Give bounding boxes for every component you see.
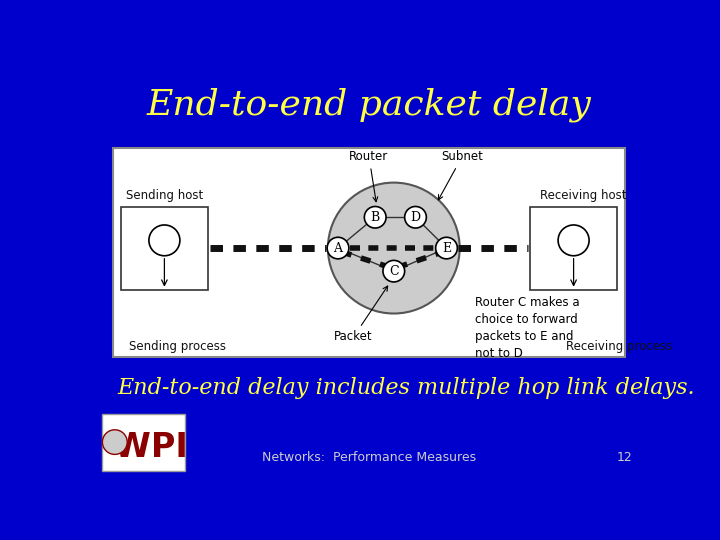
Circle shape (436, 237, 457, 259)
Text: Receiving host: Receiving host (539, 189, 626, 202)
Circle shape (364, 206, 386, 228)
FancyBboxPatch shape (102, 414, 185, 470)
Text: End-to-end delay includes multiple hop link delays.: End-to-end delay includes multiple hop l… (117, 377, 695, 400)
FancyBboxPatch shape (113, 148, 625, 357)
Circle shape (558, 225, 589, 256)
Text: Packet: Packet (334, 286, 387, 343)
Text: Networks:  Performance Measures: Networks: Performance Measures (262, 451, 476, 464)
Text: Router: Router (349, 150, 389, 202)
Text: End-to-end packet delay: End-to-end packet delay (147, 87, 591, 122)
Text: Subnet: Subnet (438, 150, 483, 200)
Text: C: C (389, 265, 399, 278)
Circle shape (327, 237, 349, 259)
Text: Sending host: Sending host (126, 189, 203, 202)
Circle shape (328, 183, 459, 314)
FancyBboxPatch shape (530, 207, 617, 291)
Text: Router C makes a
choice to forward
packets to E and
not to D: Router C makes a choice to forward packe… (475, 296, 580, 360)
Circle shape (405, 206, 426, 228)
Text: B: B (371, 211, 380, 224)
Text: E: E (442, 241, 451, 254)
Circle shape (149, 225, 180, 256)
Circle shape (383, 260, 405, 282)
Text: 12: 12 (617, 451, 633, 464)
Text: WPI: WPI (114, 431, 187, 464)
Text: Sending process: Sending process (129, 340, 226, 354)
Circle shape (102, 430, 127, 455)
Text: Receiving process: Receiving process (566, 340, 672, 354)
Text: D: D (410, 211, 420, 224)
FancyBboxPatch shape (121, 207, 208, 291)
Text: A: A (333, 241, 343, 254)
